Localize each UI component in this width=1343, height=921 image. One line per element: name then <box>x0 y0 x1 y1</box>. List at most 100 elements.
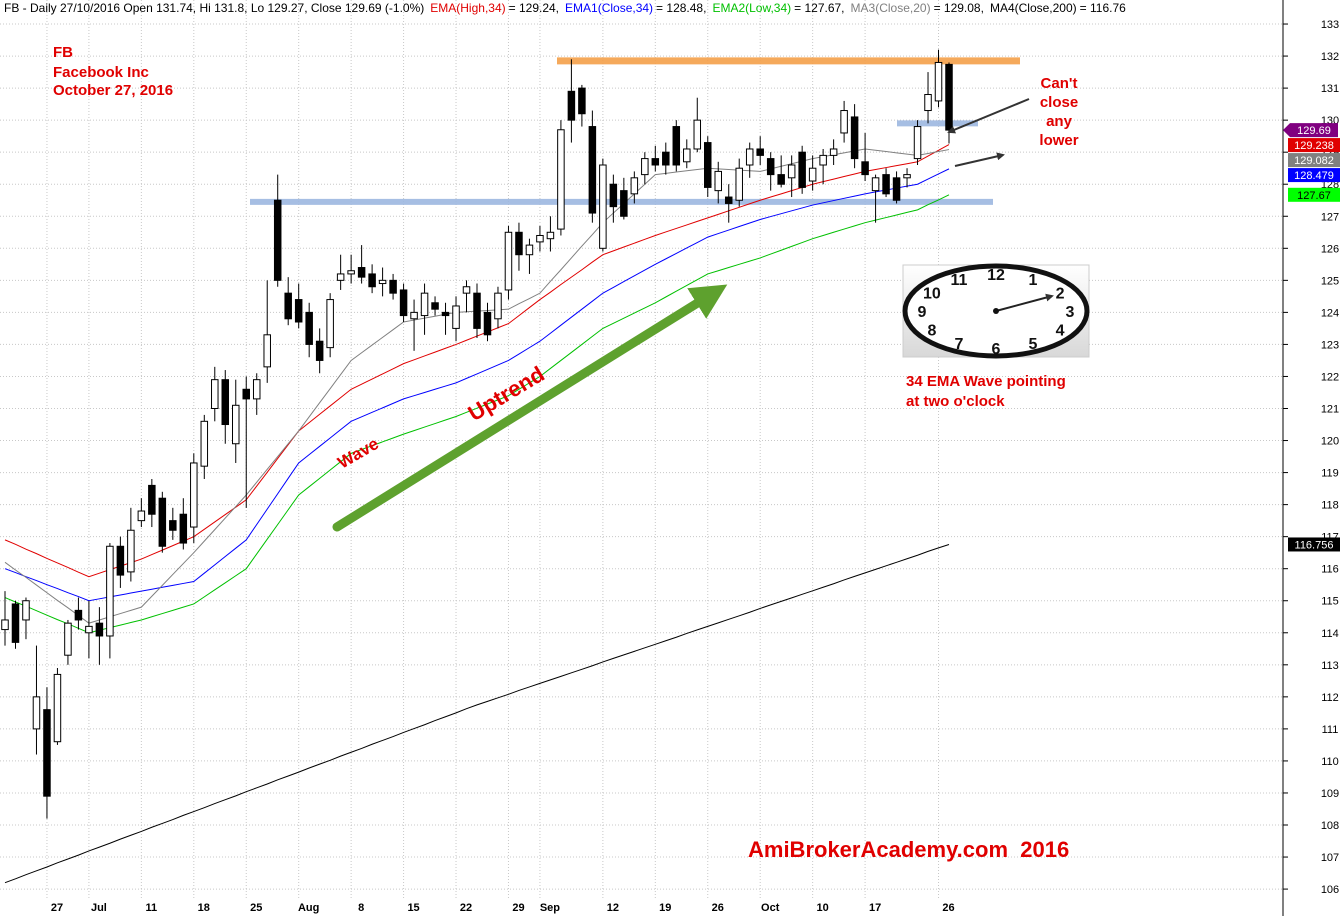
y-tick-label: 127 <box>1321 211 1339 223</box>
x-tick-label: Sep <box>540 902 560 914</box>
candle-body <box>95 622 104 637</box>
x-tick-label: 22 <box>460 902 472 914</box>
candle-body <box>672 126 681 166</box>
candle-body <box>158 497 167 547</box>
clock-number: 5 <box>1029 336 1038 353</box>
note-line: Can't <box>1041 75 1078 92</box>
candle-body <box>169 520 177 531</box>
value-tag-box <box>1288 168 1340 183</box>
candle-body <box>399 289 408 317</box>
candle-body <box>431 302 439 310</box>
y-tick-label: 111 <box>1322 724 1339 736</box>
clock-number: 12 <box>987 267 1005 284</box>
header-series-value: = 129.08, <box>934 1 984 15</box>
trend-arrow <box>332 284 728 532</box>
candle-body <box>305 311 313 345</box>
candle-body <box>389 279 397 294</box>
candle-body <box>116 545 125 576</box>
candle-body <box>263 334 271 368</box>
candle-body <box>735 167 743 201</box>
candle-body <box>43 709 51 797</box>
candle-body <box>200 420 209 467</box>
candle-body <box>578 87 586 115</box>
candle-body <box>127 529 135 573</box>
header-series-value: = 128.48, <box>656 1 706 15</box>
candle-body <box>74 609 83 621</box>
value-tag-box <box>1288 537 1340 552</box>
clock-number: 8 <box>927 323 936 340</box>
clock-number: 9 <box>918 304 927 321</box>
candle-body <box>704 142 712 188</box>
y-tick-label: 110 <box>1321 756 1339 768</box>
candle-body <box>850 116 859 160</box>
header-series-name: EMA(High,34) <box>430 1 505 15</box>
note-line: lower <box>1039 132 1078 149</box>
date: October 27, 2016 <box>53 82 173 99</box>
y-tick-label: 120 <box>1321 436 1339 448</box>
candle-body <box>840 110 848 134</box>
value-tag-box <box>1288 187 1340 202</box>
y-tick-label: 116 <box>1321 564 1339 576</box>
x-tick-label: 27 <box>51 902 63 914</box>
candle-body <box>662 151 670 166</box>
axis-panel <box>1283 0 1343 916</box>
header-series-name: EMA1(Close,34) <box>565 1 653 15</box>
candle-body <box>452 305 460 329</box>
candle-body <box>1 619 9 631</box>
candle-body <box>441 311 450 317</box>
candle-body <box>934 61 943 102</box>
value-tag-box <box>1283 123 1338 138</box>
clock-note: 34 EMA Wave pointing <box>906 373 1066 390</box>
candle-body <box>945 63 953 131</box>
y-tick-label: 126 <box>1321 243 1339 255</box>
clock-number: 10 <box>923 286 941 303</box>
header-series-name: MA4(Close,200) <box>990 1 1077 15</box>
candle-body <box>64 622 72 656</box>
candle-body <box>567 90 576 121</box>
clock-note: at two o'clock <box>906 393 1005 410</box>
header-series-name: MA3(Close,20) <box>851 1 931 15</box>
candle-body <box>819 154 827 166</box>
value-tag: 129.238 <box>1294 140 1334 152</box>
candles <box>1 49 953 819</box>
clock-number: 11 <box>951 272 968 289</box>
y-tick-label: 118 <box>1321 500 1339 512</box>
symbol: FB <box>53 44 73 61</box>
candle-body <box>557 129 565 230</box>
candle-body <box>326 299 334 349</box>
candle-body <box>504 231 513 291</box>
clock-number: 2 <box>1056 286 1065 303</box>
candle-body <box>252 379 261 400</box>
candle-body <box>179 513 188 544</box>
candle-body <box>106 545 114 637</box>
header-series-value: = 127.67, <box>794 1 844 15</box>
indicator-line <box>4 194 950 634</box>
candle-body <box>294 299 303 323</box>
candle-body <box>242 388 250 400</box>
clock-center <box>993 308 999 314</box>
candle-body <box>22 600 30 621</box>
candle-body <box>724 196 733 204</box>
candle-body <box>871 177 880 192</box>
value-tag: 129.69 <box>1297 125 1331 137</box>
header-series-value: = 129.24, <box>509 1 559 15</box>
value-tag: 128.479 <box>1294 170 1334 182</box>
clock-number: 4 <box>1056 323 1065 340</box>
indicator-line <box>4 148 950 624</box>
value-tags: 129.69 129.238 129.082 128.479 127.67 116.756 <box>1283 123 1340 552</box>
candle-body <box>651 158 660 166</box>
y-tick-label: 124 <box>1321 307 1339 319</box>
x-tick-label: Oct <box>761 902 780 914</box>
x-tick-label: 10 <box>817 902 829 914</box>
candle-body <box>599 164 607 249</box>
indicator-line <box>4 144 950 578</box>
y-tick-label: 133 <box>1321 19 1339 31</box>
candle-body <box>378 279 387 285</box>
candle-body <box>410 311 418 320</box>
y-tick-label: 121 <box>1321 403 1339 415</box>
indicator-line <box>4 168 950 602</box>
candle-body <box>756 148 764 156</box>
header-title: FB - Daily 27/10/2016 Open 131.74, Hi 13… <box>4 1 424 15</box>
